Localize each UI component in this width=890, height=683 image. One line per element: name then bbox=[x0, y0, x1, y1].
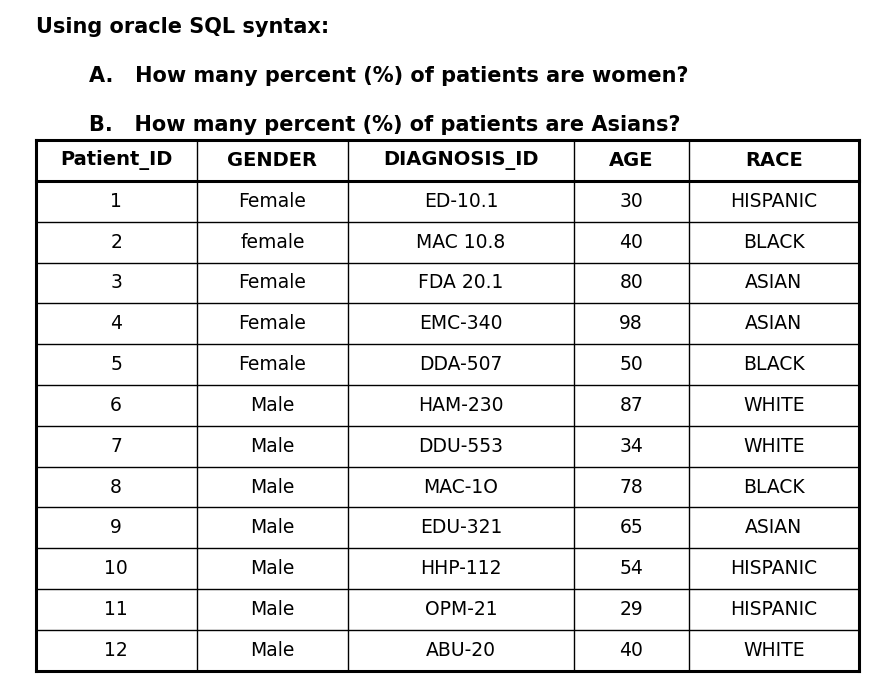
Text: Male: Male bbox=[250, 396, 295, 415]
Text: 4: 4 bbox=[110, 314, 122, 333]
Text: 10: 10 bbox=[104, 559, 128, 578]
Text: ASIAN: ASIAN bbox=[745, 518, 803, 538]
Text: Female: Female bbox=[239, 273, 306, 292]
Text: 9: 9 bbox=[110, 518, 122, 538]
Text: Female: Female bbox=[239, 355, 306, 374]
Text: Male: Male bbox=[250, 477, 295, 497]
Text: Patient_ID: Patient_ID bbox=[60, 150, 173, 171]
Text: WHITE: WHITE bbox=[743, 436, 805, 456]
Text: HISPANIC: HISPANIC bbox=[730, 192, 817, 211]
Text: Male: Male bbox=[250, 436, 295, 456]
Text: 29: 29 bbox=[619, 600, 643, 619]
Text: Male: Male bbox=[250, 641, 295, 660]
Text: DIAGNOSIS_ID: DIAGNOSIS_ID bbox=[384, 151, 538, 170]
Text: ABU-20: ABU-20 bbox=[426, 641, 496, 660]
Text: 2: 2 bbox=[110, 233, 122, 251]
Text: MAC 10.8: MAC 10.8 bbox=[417, 233, 506, 251]
Text: Female: Female bbox=[239, 192, 306, 211]
Text: Male: Male bbox=[250, 559, 295, 578]
Text: 80: 80 bbox=[619, 273, 643, 292]
Text: DDU-553: DDU-553 bbox=[418, 436, 504, 456]
Text: MAC-1O: MAC-1O bbox=[424, 477, 498, 497]
Text: female: female bbox=[240, 233, 304, 251]
Text: HISPANIC: HISPANIC bbox=[730, 559, 817, 578]
Text: BLACK: BLACK bbox=[743, 355, 805, 374]
Text: WHITE: WHITE bbox=[743, 396, 805, 415]
Text: 87: 87 bbox=[619, 396, 643, 415]
Text: 54: 54 bbox=[619, 559, 643, 578]
Text: ASIAN: ASIAN bbox=[745, 314, 803, 333]
Text: 1: 1 bbox=[110, 192, 122, 211]
Text: DDA-507: DDA-507 bbox=[419, 355, 503, 374]
Text: 8: 8 bbox=[110, 477, 122, 497]
Text: ED-10.1: ED-10.1 bbox=[424, 192, 498, 211]
Text: A.   How many percent (%) of patients are women?: A. How many percent (%) of patients are … bbox=[89, 66, 689, 86]
Text: AGE: AGE bbox=[609, 151, 653, 170]
Text: 3: 3 bbox=[110, 273, 122, 292]
Text: HHP-112: HHP-112 bbox=[420, 559, 502, 578]
Text: BLACK: BLACK bbox=[743, 233, 805, 251]
Text: EMC-340: EMC-340 bbox=[419, 314, 503, 333]
Text: 5: 5 bbox=[110, 355, 122, 374]
Text: OPM-21: OPM-21 bbox=[425, 600, 498, 619]
Text: ASIAN: ASIAN bbox=[745, 273, 803, 292]
Text: Using oracle SQL syntax:: Using oracle SQL syntax: bbox=[36, 17, 328, 37]
Text: FDA 20.1: FDA 20.1 bbox=[418, 273, 504, 292]
Text: 40: 40 bbox=[619, 641, 643, 660]
Text: 34: 34 bbox=[619, 436, 643, 456]
Text: 40: 40 bbox=[619, 233, 643, 251]
Text: Male: Male bbox=[250, 600, 295, 619]
Text: 6: 6 bbox=[110, 396, 122, 415]
Text: EDU-321: EDU-321 bbox=[420, 518, 502, 538]
Text: 30: 30 bbox=[619, 192, 643, 211]
Text: Male: Male bbox=[250, 518, 295, 538]
Text: HISPANIC: HISPANIC bbox=[730, 600, 817, 619]
Text: HAM-230: HAM-230 bbox=[418, 396, 504, 415]
Text: BLACK: BLACK bbox=[743, 477, 805, 497]
Text: WHITE: WHITE bbox=[743, 641, 805, 660]
Text: 78: 78 bbox=[619, 477, 643, 497]
Text: 65: 65 bbox=[619, 518, 643, 538]
Text: GENDER: GENDER bbox=[228, 151, 318, 170]
Text: 98: 98 bbox=[619, 314, 643, 333]
Text: 7: 7 bbox=[110, 436, 122, 456]
Text: Female: Female bbox=[239, 314, 306, 333]
Text: B.   How many percent (%) of patients are Asians?: B. How many percent (%) of patients are … bbox=[89, 115, 681, 135]
Text: RACE: RACE bbox=[745, 151, 803, 170]
Text: 11: 11 bbox=[104, 600, 128, 619]
Text: 50: 50 bbox=[619, 355, 643, 374]
Text: 12: 12 bbox=[104, 641, 128, 660]
